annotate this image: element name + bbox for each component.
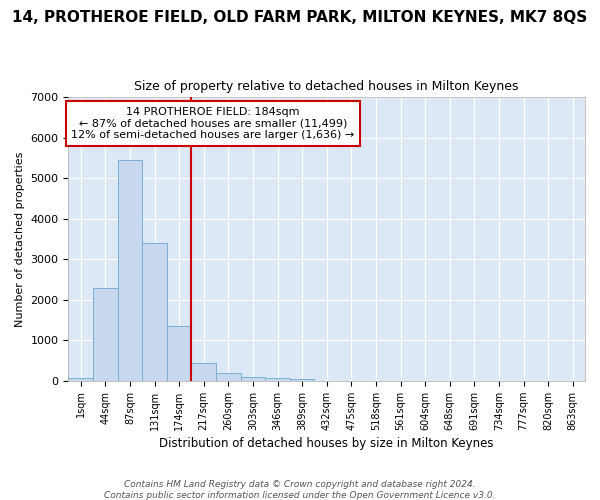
Text: Contains HM Land Registry data © Crown copyright and database right 2024.
Contai: Contains HM Land Registry data © Crown c… — [104, 480, 496, 500]
Y-axis label: Number of detached properties: Number of detached properties — [15, 151, 25, 326]
Text: 14 PROTHEROE FIELD: 184sqm
← 87% of detached houses are smaller (11,499)
12% of : 14 PROTHEROE FIELD: 184sqm ← 87% of deta… — [71, 107, 355, 140]
Bar — [191, 362, 216, 381]
X-axis label: Distribution of detached houses by size in Milton Keynes: Distribution of detached houses by size … — [160, 437, 494, 450]
Bar — [241, 377, 265, 381]
Bar — [265, 378, 290, 381]
Bar — [142, 243, 167, 381]
Bar — [216, 373, 241, 381]
Bar — [68, 378, 93, 381]
Bar — [290, 379, 314, 381]
Bar — [167, 326, 191, 381]
Text: 14, PROTHEROE FIELD, OLD FARM PARK, MILTON KEYNES, MK7 8QS: 14, PROTHEROE FIELD, OLD FARM PARK, MILT… — [13, 10, 587, 25]
Title: Size of property relative to detached houses in Milton Keynes: Size of property relative to detached ho… — [134, 80, 519, 93]
Bar — [118, 160, 142, 381]
Bar — [93, 288, 118, 381]
